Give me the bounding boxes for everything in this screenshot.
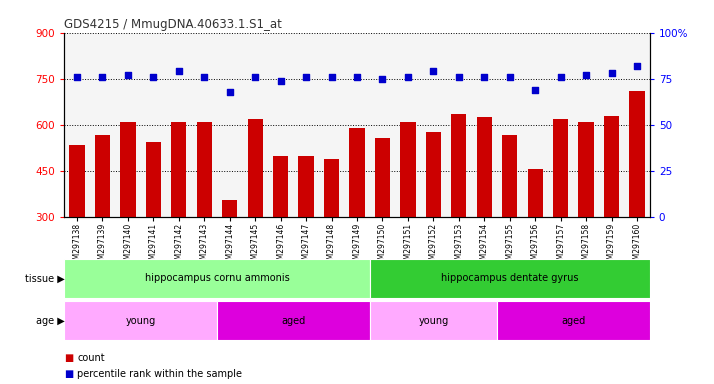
- Point: [173, 68, 184, 74]
- Bar: [502, 135, 518, 217]
- Point: [377, 76, 388, 82]
- Text: GDS4215 / MmugDNA.40633.1.S1_at: GDS4215 / MmugDNA.40633.1.S1_at: [64, 18, 282, 31]
- Bar: [349, 129, 365, 217]
- Bar: [324, 159, 339, 217]
- Text: hippocampus cornu ammonis: hippocampus cornu ammonis: [145, 273, 289, 283]
- Point: [580, 72, 592, 78]
- Text: ■: ■: [64, 369, 74, 379]
- Bar: [248, 119, 263, 217]
- Bar: [629, 91, 645, 217]
- Point: [224, 89, 236, 95]
- Bar: [120, 122, 136, 217]
- Point: [96, 74, 108, 80]
- Text: age ▶: age ▶: [36, 316, 64, 326]
- Point: [301, 74, 312, 80]
- Point: [478, 74, 490, 80]
- Text: ■: ■: [64, 353, 74, 363]
- Bar: [375, 138, 390, 217]
- Bar: [451, 114, 466, 217]
- Point: [453, 74, 465, 80]
- Bar: [477, 117, 492, 217]
- Bar: [426, 132, 441, 217]
- Point: [555, 74, 566, 80]
- Bar: [69, 145, 85, 217]
- Bar: [196, 122, 212, 217]
- Text: young: young: [126, 316, 156, 326]
- Bar: [273, 156, 288, 217]
- Bar: [217, 301, 370, 340]
- Text: percentile rank within the sample: percentile rank within the sample: [77, 369, 242, 379]
- Point: [606, 70, 618, 76]
- Point: [428, 68, 439, 74]
- Point: [122, 72, 134, 78]
- Bar: [401, 122, 416, 217]
- Bar: [553, 119, 568, 217]
- Bar: [95, 135, 110, 217]
- Point: [71, 74, 83, 80]
- Point: [275, 78, 286, 84]
- Point: [530, 87, 541, 93]
- Text: aged: aged: [561, 316, 585, 326]
- Bar: [64, 259, 370, 298]
- Point: [198, 74, 210, 80]
- Text: aged: aged: [281, 316, 306, 326]
- Bar: [64, 301, 217, 340]
- Text: hippocampus dentate gyrus: hippocampus dentate gyrus: [441, 273, 578, 283]
- Bar: [370, 259, 650, 298]
- Point: [326, 74, 337, 80]
- Point: [631, 63, 643, 69]
- Point: [148, 74, 159, 80]
- Bar: [528, 169, 543, 217]
- Point: [351, 74, 363, 80]
- Bar: [171, 122, 186, 217]
- Bar: [298, 156, 313, 217]
- Text: tissue ▶: tissue ▶: [24, 273, 64, 283]
- Bar: [146, 142, 161, 217]
- Point: [402, 74, 413, 80]
- Bar: [370, 301, 497, 340]
- Bar: [578, 122, 594, 217]
- Bar: [222, 200, 237, 217]
- Text: young: young: [418, 316, 448, 326]
- Point: [249, 74, 261, 80]
- Bar: [497, 301, 650, 340]
- Point: [504, 74, 516, 80]
- Bar: [604, 116, 619, 217]
- Text: count: count: [77, 353, 105, 363]
